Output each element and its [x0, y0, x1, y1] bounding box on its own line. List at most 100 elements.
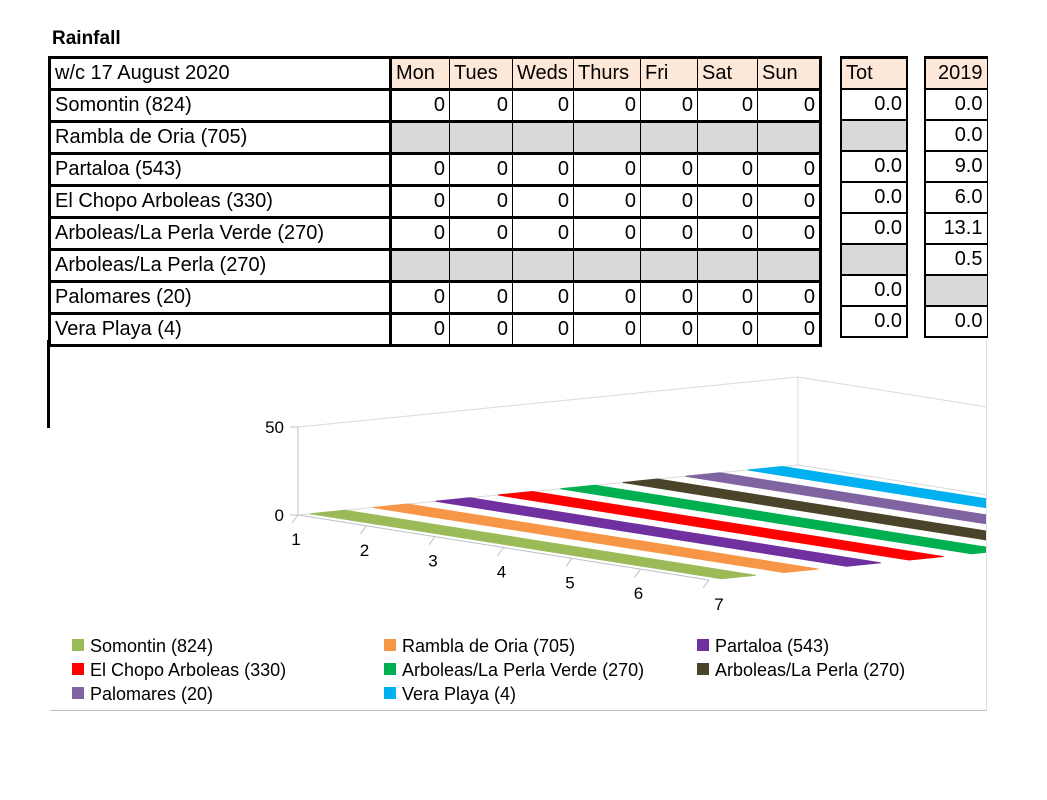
table-row: Arboleas/La Perla Verde (270) 0 0 0 0 0 0 0 [48, 217, 822, 251]
rain-value-cell: 0 [512, 89, 574, 123]
x-tick-label: 4 [497, 563, 506, 582]
rain-value-cell: 0 [697, 185, 758, 219]
rain-value-cell: 0 [449, 89, 513, 123]
rain-value-cell: 0 [390, 281, 450, 315]
total-cell: 0.0 [840, 88, 908, 121]
table-row: Palomares (20) 0 0 0 0 0 0 0 [48, 281, 822, 315]
table-row: Arboleas/La Perla (270) [48, 249, 822, 283]
prev-year-cell: 13.1 [924, 212, 988, 245]
x-tick-label: 1 [291, 530, 300, 549]
legend-swatch [697, 639, 709, 652]
table-row: Somontin (824) 0 0 0 0 0 0 0 [48, 89, 822, 123]
rainfall-table: w/c 17 August 2020 Mon Tues Weds Thurs F… [48, 56, 822, 347]
rain-value-cell [573, 121, 641, 155]
rain-value-cell: 0 [512, 281, 574, 315]
legend-label: Somontin (824) [90, 636, 214, 656]
table-row: El Chopo Arboleas (330) 0 0 0 0 0 0 0 [48, 185, 822, 219]
table-row: Vera Playa (4) 0 0 0 0 0 0 0 [48, 313, 822, 347]
rain-value-cell [512, 249, 574, 283]
x-tick-mark [428, 536, 436, 545]
rain-value-cell: 0 [757, 217, 822, 251]
rain-value-cell: 0 [640, 185, 698, 219]
rain-value-cell: 0 [390, 89, 450, 123]
week-label: w/c 17 August 2020 [48, 56, 392, 91]
series-ribbon [622, 478, 986, 541]
rain-value-cell: 0 [573, 153, 641, 187]
day-header: Fri [640, 56, 698, 91]
x-tick-label: 2 [360, 541, 369, 560]
rain-value-cell: 0 [757, 281, 822, 315]
legend-label: El Chopo Arboleas (330) [90, 660, 287, 680]
rain-value-cell [390, 121, 450, 155]
station-name: Arboleas/La Perla (270) [48, 249, 392, 283]
series-ribbon [310, 509, 756, 580]
legend-swatch [384, 687, 396, 700]
x-tick-mark [634, 568, 641, 578]
legend-swatch [72, 687, 84, 700]
legend-item: Arboleas/La Perla Verde (270) [384, 660, 644, 681]
series-ribbon [685, 472, 986, 525]
series-ribbon [747, 466, 986, 509]
prev-year-table: 2019 0.0 0.0 9.0 6.0 13.1 0.5 0.0 [924, 56, 988, 338]
rain-value-cell [697, 249, 758, 283]
rain-value-cell [640, 249, 698, 283]
rain-value-cell: 0 [512, 217, 574, 251]
series-ribbon [372, 503, 819, 574]
prev-year-cell: 0.0 [924, 119, 988, 152]
rain-value-cell: 0 [449, 153, 513, 187]
rain-value-cell: 0 [390, 153, 450, 187]
station-name: Vera Playa (4) [48, 313, 392, 347]
rain-value-cell: 0 [512, 153, 574, 187]
legend-item: Rambla de Oria (705) [384, 636, 575, 657]
rain-value-cell: 0 [697, 89, 758, 123]
series-ribbon [560, 484, 986, 555]
station-name: Somontin (824) [48, 89, 392, 123]
total-cell [840, 243, 908, 276]
legend-label: Palomares (20) [90, 684, 214, 704]
back-wall-edge [297, 376, 986, 428]
rain-value-cell: 0 [640, 313, 698, 347]
series-ribbon [435, 497, 881, 567]
rain-value-cell: 0 [757, 89, 822, 123]
day-header: Tues [449, 56, 513, 91]
rain-value-cell [512, 121, 574, 155]
rain-value-cell: 0 [390, 313, 450, 347]
rain-value-cell: 0 [390, 185, 450, 219]
rain-value-cell: 0 [640, 281, 698, 315]
legend-item: Partaloa (543) [697, 636, 829, 657]
rain-value-cell: 0 [757, 153, 822, 187]
legend-label: Arboleas/La Perla (270) [715, 660, 906, 680]
table-row: Rambla de Oria (705) [48, 121, 822, 155]
rain-value-cell: 0 [640, 89, 698, 123]
total-cell: 0.0 [840, 212, 908, 245]
total-cell: 0.0 [840, 181, 908, 214]
x-tick-label: 5 [565, 573, 574, 592]
page-title: Rainfall [52, 28, 121, 49]
rain-value-cell [697, 121, 758, 155]
legend-swatch [697, 663, 709, 676]
rain-value-cell: 0 [573, 185, 641, 219]
legend-item: El Chopo Arboleas (330) [72, 660, 286, 681]
x-tick-label: 7 [714, 595, 723, 614]
legend-swatch [72, 639, 84, 652]
x-tick-mark [497, 547, 504, 556]
rain-value-cell: 0 [573, 217, 641, 251]
total-cell: 0.0 [840, 274, 908, 307]
prev-year-cell: 0.0 [924, 305, 988, 338]
legend-label: Vera Playa (4) [402, 684, 517, 704]
rain-value-cell: 0 [573, 281, 641, 315]
rain-value-cell: 0 [640, 153, 698, 187]
rain-value-cell: 0 [449, 281, 513, 315]
y-tick-label: 0 [275, 506, 284, 525]
prev-year-cell: 0.0 [924, 88, 988, 121]
rain-value-cell: 0 [697, 153, 758, 187]
prev-year-cell: 9.0 [924, 150, 988, 183]
prev-year-header: 2019 [924, 56, 988, 90]
rain-value-cell: 0 [640, 217, 698, 251]
x-tick-label: 6 [634, 584, 643, 603]
x-tick-mark [702, 579, 710, 589]
rain-value-cell [757, 121, 822, 155]
rain-value-cell: 0 [757, 313, 822, 347]
rain-value-cell [449, 121, 513, 155]
rain-value-cell [573, 249, 641, 283]
